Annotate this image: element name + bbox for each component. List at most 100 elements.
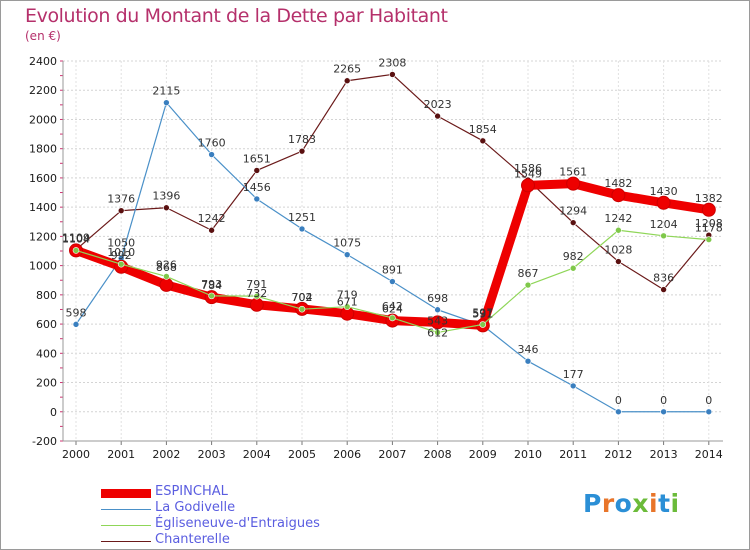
y-tick-label: 1200 [29, 230, 57, 243]
y-tick-label: 1800 [29, 143, 57, 156]
y-tick-label: 800 [36, 289, 57, 302]
data-point-chanterelle [389, 71, 396, 78]
data-point-espinchal [611, 188, 626, 203]
data-point-chanterelle [615, 258, 622, 265]
data-label-espinchal: 784 [201, 279, 222, 292]
x-tick-label: 2014 [695, 448, 723, 461]
legend-swatch [101, 508, 151, 510]
y-tick-label: -200 [32, 435, 57, 448]
data-point-la-godivelle [524, 357, 532, 365]
data-label-la-godivelle: 346 [518, 343, 539, 356]
data-label-egliseneuve: 1178 [695, 222, 723, 235]
data-label-egliseneuve: 1204 [650, 218, 678, 231]
data-label-espinchal: 1382 [695, 192, 723, 205]
legend-swatch [101, 540, 151, 542]
y-tick-label: 1600 [29, 172, 57, 185]
data-point-egliseneuve [208, 292, 215, 300]
proxiti-logo: Proxiti [583, 489, 680, 518]
chart-title: Evolution du Montant de la Dette par Hab… [25, 5, 448, 27]
data-label-la-godivelle: 0 [615, 394, 622, 407]
data-label-egliseneuve: 702 [292, 291, 313, 304]
legend-swatch [101, 488, 151, 498]
x-tick-label: 2000 [62, 448, 90, 461]
y-tick-label: 2000 [29, 113, 57, 126]
data-label-la-godivelle: 891 [382, 264, 403, 277]
data-label-egliseneuve: 982 [563, 250, 584, 263]
data-label-egliseneuve: 793 [201, 278, 222, 291]
data-point-egliseneuve [298, 305, 306, 313]
data-label-chanterelle: 1242 [198, 212, 226, 225]
data-label-egliseneuve: 1242 [604, 212, 632, 225]
data-label-egliseneuve: 719 [337, 289, 358, 302]
data-point-la-godivelle [298, 225, 306, 233]
data-point-espinchal [521, 178, 535, 193]
data-label-egliseneuve: 597 [472, 307, 493, 320]
data-label-la-godivelle: 1251 [288, 211, 316, 224]
data-label-egliseneuve: 1010 [107, 246, 135, 259]
data-label-espinchal: 1104 [62, 232, 90, 245]
logo-letter: i [649, 489, 659, 518]
data-label-chanterelle: 1396 [152, 190, 180, 203]
data-label-la-godivelle: 0 [705, 394, 712, 407]
y-tick-label: 200 [36, 377, 57, 390]
data-label-la-godivelle: 1456 [243, 181, 271, 194]
data-label-espinchal: 671 [337, 296, 358, 309]
data-point-chanterelle [660, 286, 667, 293]
x-tick-label: 2009 [469, 448, 497, 461]
data-label-espinchal: 1430 [650, 185, 678, 198]
data-point-egliseneuve [569, 264, 577, 272]
y-tick-label: 2400 [29, 55, 57, 68]
data-label-la-godivelle: 1075 [333, 237, 361, 250]
legend-label: La Godivelle [155, 500, 236, 515]
data-label-espinchal: 591 [472, 307, 493, 320]
data-label-espinchal: 624 [382, 303, 403, 316]
data-point-egliseneuve [434, 329, 441, 336]
data-point-egliseneuve [524, 281, 532, 289]
data-point-la-godivelle [705, 408, 713, 416]
data-label-chanterelle: 2265 [333, 63, 361, 76]
logo-letter: i [670, 489, 680, 518]
data-label-chanterelle: 1586 [514, 162, 542, 175]
data-point-espinchal [656, 195, 671, 210]
data-point-egliseneuve [705, 236, 713, 243]
logo-letter: x [632, 489, 649, 518]
data-point-espinchal [249, 297, 264, 312]
x-tick-label: 2003 [198, 448, 226, 461]
x-tick-label: 2006 [333, 448, 361, 461]
data-label-la-godivelle: 2115 [152, 85, 180, 98]
x-tick-label: 2011 [559, 448, 587, 461]
data-point-la-godivelle [569, 382, 577, 390]
data-label-la-godivelle: 591 [472, 307, 493, 320]
data-point-espinchal [430, 315, 445, 330]
data-point-la-godivelle [163, 99, 170, 106]
logo-letter: r [601, 489, 615, 518]
data-point-la-godivelle [72, 321, 80, 328]
data-label-chanterelle: 1783 [288, 133, 316, 146]
data-point-chanterelle [117, 207, 125, 214]
data-point-egliseneuve [163, 273, 170, 280]
legend-label: Chanterelle [155, 532, 230, 547]
data-label-chanterelle: 2023 [424, 98, 452, 111]
x-tick-label: 2007 [378, 448, 406, 461]
data-point-egliseneuve [253, 292, 261, 300]
data-point-egliseneuve [343, 303, 351, 310]
data-label-egliseneuve: 926 [156, 258, 177, 271]
data-point-espinchal [566, 176, 581, 191]
logo-letter: o [614, 489, 633, 518]
data-point-la-godivelle [208, 151, 215, 158]
data-label-chanterelle: 2308 [378, 56, 406, 69]
data-label-chanterelle: 1651 [243, 152, 271, 165]
logo-letter: t [658, 489, 671, 518]
chart-subtitle: (en €) [25, 29, 61, 43]
plot-area [63, 61, 723, 441]
x-tick-label: 2012 [604, 448, 632, 461]
y-tick-label: 0 [50, 406, 57, 419]
x-tick-label: 2004 [243, 448, 271, 461]
data-label-egliseneuve: 1104 [62, 232, 90, 245]
data-label-chanterelle: 1376 [107, 193, 135, 206]
data-point-espinchal [701, 202, 716, 217]
data-label-egliseneuve: 791 [246, 278, 267, 291]
data-point-egliseneuve [660, 232, 667, 240]
